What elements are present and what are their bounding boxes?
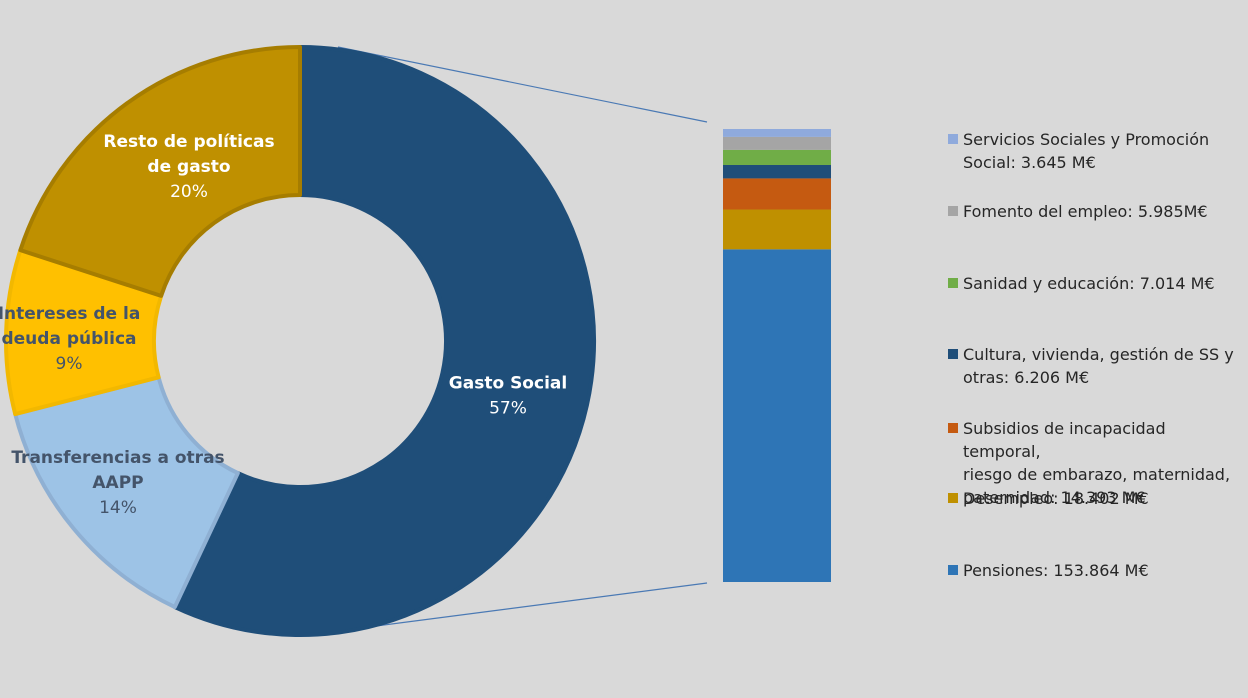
legend-label-line: Desempleo: 18.402 M€ bbox=[963, 489, 1149, 508]
legend-label-line: Sanidad y educación: 7.014 M€ bbox=[963, 274, 1215, 293]
connector-top bbox=[337, 46, 708, 123]
donut-pct-label: 14% bbox=[99, 498, 137, 518]
legend-label: Cultura, vivienda, gestión de SS y otras:… bbox=[948, 343, 1246, 389]
donut-slice-3 bbox=[18, 45, 302, 298]
legend-label: Desempleo: 18.402 M€ bbox=[948, 487, 1246, 510]
donut-label-3: Resto de políticas de gasto 20% bbox=[103, 132, 274, 202]
legend-label: Fomento del empleo: 5.985M€ bbox=[948, 200, 1246, 223]
donut-label-line: Gasto Social bbox=[449, 374, 567, 394]
legend-label: Pensiones: 153.864 M€ bbox=[948, 559, 1246, 582]
donut-label-line: deuda pública bbox=[1, 329, 136, 349]
legend-label-line: Fomento del empleo: 5.985M€ bbox=[963, 202, 1208, 221]
stack-segment-0 bbox=[723, 249, 831, 582]
legend-label-line: Subsidios de incapacidad temporal, bbox=[963, 419, 1166, 461]
legend: Servicios Sociales y Promoción Social: 3.… bbox=[948, 0, 1248, 698]
donut-label-line: Resto de políticas bbox=[103, 132, 274, 152]
stack-segment-2 bbox=[723, 178, 831, 210]
legend-item: Pensiones: 153.864 M€ bbox=[948, 559, 1246, 582]
legend-item: Desempleo: 18.402 M€ bbox=[948, 487, 1246, 510]
connector-bottom bbox=[375, 582, 708, 627]
legend-label: Sanidad y educación: 7.014 M€ bbox=[948, 272, 1246, 295]
legend-item: Subsidios de incapacidad temporal, riesgo… bbox=[948, 417, 1246, 509]
donut-label-line: AAPP bbox=[92, 473, 143, 493]
legend-label-line: otras: 6.206 M€ bbox=[963, 368, 1090, 387]
legend-item: Servicios Sociales y Promoción Social: 3.… bbox=[948, 128, 1246, 174]
legend-item: Cultura, vivienda, gestión de SS y otras:… bbox=[948, 343, 1246, 389]
legend-label: Subsidios de incapacidad temporal, riesgo… bbox=[948, 417, 1246, 509]
legend-swatch bbox=[948, 565, 958, 575]
stack-segment-3 bbox=[723, 164, 831, 179]
legend-swatch bbox=[948, 349, 958, 359]
legend-label-line: paternidad: 14.393 M€ bbox=[963, 488, 1146, 507]
donut-labels: Gasto Social 57% Transferencias a otras AAP… bbox=[0, 132, 567, 518]
legend-label: Servicios Sociales y Promoción Social: 3.… bbox=[948, 128, 1246, 174]
stack-segment-4 bbox=[723, 149, 831, 165]
legend-swatch bbox=[948, 423, 958, 433]
stack-segment-5 bbox=[723, 136, 831, 150]
donut-pct-label: 9% bbox=[56, 354, 83, 374]
legend-label-line: Servicios Sociales y Promoción bbox=[963, 130, 1210, 149]
donut-label-2: Intereses de la deuda pública 9% bbox=[0, 304, 140, 374]
legend-swatch bbox=[948, 206, 958, 216]
donut-label-line: de gasto bbox=[147, 157, 230, 177]
donut-chart bbox=[4, 45, 596, 637]
donut-label-line: Transferencias a otras bbox=[11, 448, 224, 468]
stacked-bar-chart bbox=[723, 129, 831, 582]
legend-item: Sanidad y educación: 7.014 M€ bbox=[948, 272, 1246, 295]
donut-label-0: Gasto Social 57% bbox=[449, 374, 567, 419]
connector-lines bbox=[337, 46, 708, 627]
legend-item: Fomento del empleo: 5.985M€ bbox=[948, 200, 1246, 223]
donut-slice-1 bbox=[13, 375, 240, 610]
donut-label-line: Intereses de la bbox=[0, 304, 140, 324]
donut-pct-label: 20% bbox=[170, 182, 208, 202]
legend-swatch bbox=[948, 493, 958, 503]
stack-segment-6 bbox=[723, 129, 831, 137]
legend-label-line: Social: 3.645 M€ bbox=[963, 153, 1096, 172]
legend-label-line: riesgo de embarazo, maternidad, bbox=[963, 465, 1231, 484]
legend-label-line: Pensiones: 153.864 M€ bbox=[963, 561, 1149, 580]
donut-label-1: Transferencias a otras AAPP 14% bbox=[11, 448, 224, 518]
legend-swatch bbox=[948, 134, 958, 144]
donut-slice-0 bbox=[172, 45, 596, 637]
legend-label-line: Cultura, vivienda, gestión de SS y bbox=[963, 345, 1234, 364]
stack-segment-1 bbox=[723, 209, 831, 250]
legend-swatch bbox=[948, 278, 958, 288]
donut-pct-label: 57% bbox=[489, 399, 527, 419]
